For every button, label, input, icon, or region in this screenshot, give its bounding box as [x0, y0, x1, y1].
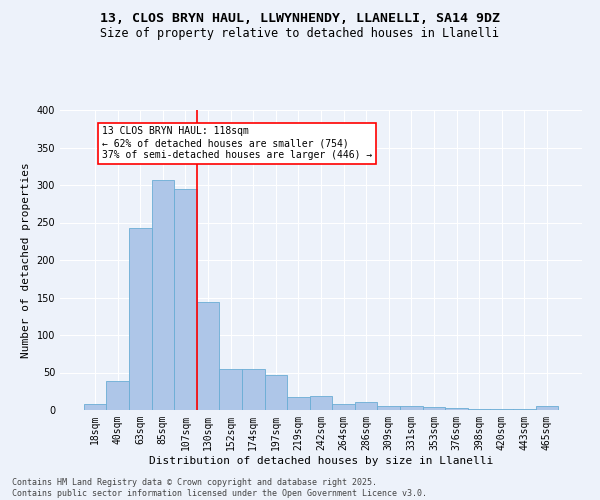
Bar	[174, 188, 197, 410]
Text: Size of property relative to detached houses in Llanelli: Size of property relative to detached ho…	[101, 28, 499, 40]
Bar	[265, 375, 287, 410]
Bar	[287, 396, 310, 410]
Bar	[310, 396, 332, 410]
Bar	[355, 402, 377, 410]
Bar	[197, 302, 220, 410]
Bar	[400, 406, 422, 410]
Bar	[513, 409, 536, 410]
Bar	[490, 409, 513, 410]
Bar	[129, 228, 152, 410]
Bar	[377, 406, 400, 410]
Bar	[106, 381, 129, 410]
Bar	[84, 404, 106, 410]
Y-axis label: Number of detached properties: Number of detached properties	[21, 162, 31, 358]
Bar	[152, 180, 174, 410]
Bar	[220, 369, 242, 410]
Bar	[468, 408, 490, 410]
Text: Contains HM Land Registry data © Crown copyright and database right 2025.
Contai: Contains HM Land Registry data © Crown c…	[12, 478, 427, 498]
Bar	[445, 408, 468, 410]
Text: 13 CLOS BRYN HAUL: 118sqm
← 62% of detached houses are smaller (754)
37% of semi: 13 CLOS BRYN HAUL: 118sqm ← 62% of detac…	[102, 126, 372, 160]
Bar	[422, 407, 445, 410]
Bar	[242, 369, 265, 410]
Text: 13, CLOS BRYN HAUL, LLWYNHENDY, LLANELLI, SA14 9DZ: 13, CLOS BRYN HAUL, LLWYNHENDY, LLANELLI…	[100, 12, 500, 26]
X-axis label: Distribution of detached houses by size in Llanelli: Distribution of detached houses by size …	[149, 456, 493, 466]
Bar	[536, 406, 558, 410]
Bar	[332, 404, 355, 410]
